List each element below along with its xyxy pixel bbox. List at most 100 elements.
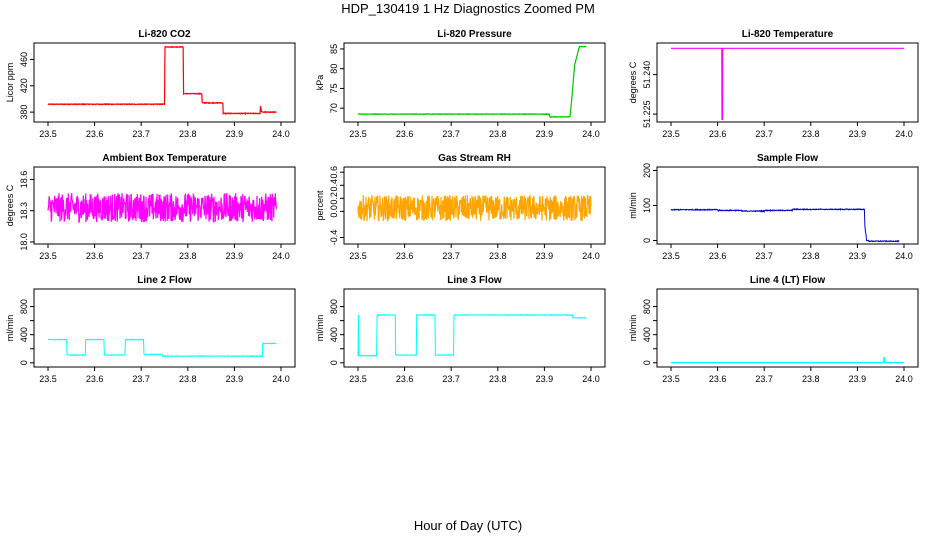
x-tick-label: 23.8 <box>179 129 197 139</box>
panel-title: Line 2 Flow <box>137 275 192 286</box>
panel-title: Sample Flow <box>757 153 818 164</box>
y-axis-label: degrees C <box>628 61 638 103</box>
x-tick-label: 23.5 <box>349 374 367 384</box>
y-tick-label: 0 <box>19 360 29 365</box>
y-tick-label: 0 <box>642 360 652 365</box>
y-tick-label: 200 <box>642 163 652 178</box>
x-tick-label: 23.9 <box>536 374 554 384</box>
data-series-line <box>357 194 592 222</box>
data-series-line <box>47 192 277 224</box>
y-axis-label: Licor ppm <box>5 63 15 103</box>
x-tick-label: 23.7 <box>442 251 460 261</box>
x-tick-label: 23.5 <box>662 374 680 384</box>
x-tick-label: 24.0 <box>272 374 290 384</box>
panel-title: Ambient Box Temperature <box>102 153 227 164</box>
panel-title: Li-820 CO2 <box>138 29 191 40</box>
x-tick-label: 23.7 <box>442 129 460 139</box>
x-tick-label: 23.6 <box>396 129 414 139</box>
plot-frame <box>343 288 606 368</box>
y-tick-label: 0.0 <box>329 205 339 218</box>
y-tick-label: 70 <box>329 103 339 113</box>
x-tick-label: 23.8 <box>489 374 507 384</box>
x-tick-label: 23.5 <box>349 251 367 261</box>
data-series-line <box>358 45 587 118</box>
x-tick-label: 23.5 <box>662 129 680 139</box>
x-tick-label: 24.0 <box>272 251 290 261</box>
panel-title: Line 3 Flow <box>447 275 502 286</box>
data-series-line <box>671 47 904 121</box>
x-tick-label: 24.0 <box>582 251 600 261</box>
y-tick-label: 0.4 <box>329 179 339 192</box>
panel-3: Li-820 Temperature 23.5 23.6 23.7 23.8 23.9 24… <box>628 29 919 139</box>
x-tick-label: 23.7 <box>132 129 150 139</box>
x-tick-label: 23.8 <box>489 251 507 261</box>
x-axis-label: Hour of Day (UTC) <box>413 518 523 533</box>
y-tick-label: 380 <box>19 105 29 120</box>
y-tick-label: 400 <box>329 327 339 342</box>
panel-1: Li-820 CO2 23.5 23.6 23.7 23.8 23.9 24.0 380 420… <box>5 29 296 139</box>
x-tick-label: 23.5 <box>349 129 367 139</box>
panel-8: Line 3 Flow 23.5 23.6 23.7 23.8 23.9 24.0 0 400 8… <box>315 275 606 384</box>
data-series-line <box>47 45 277 116</box>
x-tick-label: 23.9 <box>226 129 244 139</box>
y-tick-label: 75 <box>329 83 339 93</box>
y-axis-label: ml/min <box>5 315 15 342</box>
x-tick-label: 24.0 <box>582 129 600 139</box>
x-tick-label: 23.7 <box>442 374 460 384</box>
x-tick-label: 23.5 <box>662 251 680 261</box>
plot-frame <box>343 166 606 245</box>
y-tick-label: 85 <box>329 44 339 54</box>
y-tick-label: 0.6 <box>329 166 339 179</box>
panel-title: Gas Stream RH <box>438 153 511 164</box>
x-tick-label: 23.9 <box>536 129 554 139</box>
y-axis-label: kPa <box>315 75 325 91</box>
y-tick-label: 18.0 <box>19 233 29 251</box>
plot-frame <box>33 166 296 245</box>
x-tick-label: 24.0 <box>895 129 913 139</box>
x-tick-label: 23.6 <box>709 129 727 139</box>
y-tick-label: 400 <box>642 327 652 342</box>
y-tick-label: 800 <box>642 299 652 314</box>
y-tick-label: 0 <box>642 238 652 243</box>
x-tick-label: 23.8 <box>179 251 197 261</box>
data-series-line <box>47 338 277 358</box>
y-tick-label: 100 <box>642 198 652 213</box>
y-tick-label: 400 <box>19 327 29 342</box>
y-tick-label: 18.6 <box>19 171 29 189</box>
x-tick-label: 23.8 <box>802 374 820 384</box>
x-tick-label: 23.9 <box>226 374 244 384</box>
y-tick-label: -0.4 <box>329 230 339 246</box>
x-tick-label: 23.9 <box>536 251 554 261</box>
y-axis-label: ml/min <box>315 315 325 342</box>
x-tick-label: 23.8 <box>489 129 507 139</box>
x-tick-label: 23.8 <box>802 251 820 261</box>
panel-6: Sample Flow 23.5 23.6 23.7 23.8 23.9 24.0 0 100 2… <box>628 153 919 261</box>
y-tick-label: 51.225 <box>642 100 652 128</box>
panel-7: Line 2 Flow 23.5 23.6 23.7 23.8 23.9 24.0 0 400 8… <box>5 275 296 384</box>
x-tick-label: 23.5 <box>39 374 57 384</box>
x-tick-label: 23.9 <box>849 374 867 384</box>
y-axis-label: percent <box>315 190 325 221</box>
y-tick-label: 51.240 <box>642 61 652 89</box>
y-tick-label: 18.3 <box>19 202 29 220</box>
panel-2: Li-820 Pressure 23.5 23.6 23.7 23.8 23.9 24.0 7… <box>315 29 606 139</box>
plot-frame <box>656 166 919 245</box>
y-axis-label: ml/min <box>628 315 638 342</box>
y-tick-label: 800 <box>329 299 339 314</box>
x-tick-label: 23.9 <box>226 251 244 261</box>
y-tick-label: 460 <box>19 52 29 67</box>
x-tick-label: 23.6 <box>396 251 414 261</box>
x-tick-label: 23.6 <box>86 374 104 384</box>
x-tick-label: 23.6 <box>86 251 104 261</box>
x-tick-label: 24.0 <box>895 374 913 384</box>
x-tick-label: 23.5 <box>39 129 57 139</box>
y-axis-label: ml/min <box>628 192 638 219</box>
panel-4: Ambient Box Temperature 23.5 23.6 23.7 23.8 2… <box>5 153 296 261</box>
x-tick-label: 24.0 <box>895 251 913 261</box>
y-tick-label: 0.2 <box>329 192 339 205</box>
data-series-line <box>671 356 904 364</box>
plot-frame <box>656 288 919 368</box>
x-tick-label: 24.0 <box>582 374 600 384</box>
x-tick-label: 24.0 <box>272 129 290 139</box>
